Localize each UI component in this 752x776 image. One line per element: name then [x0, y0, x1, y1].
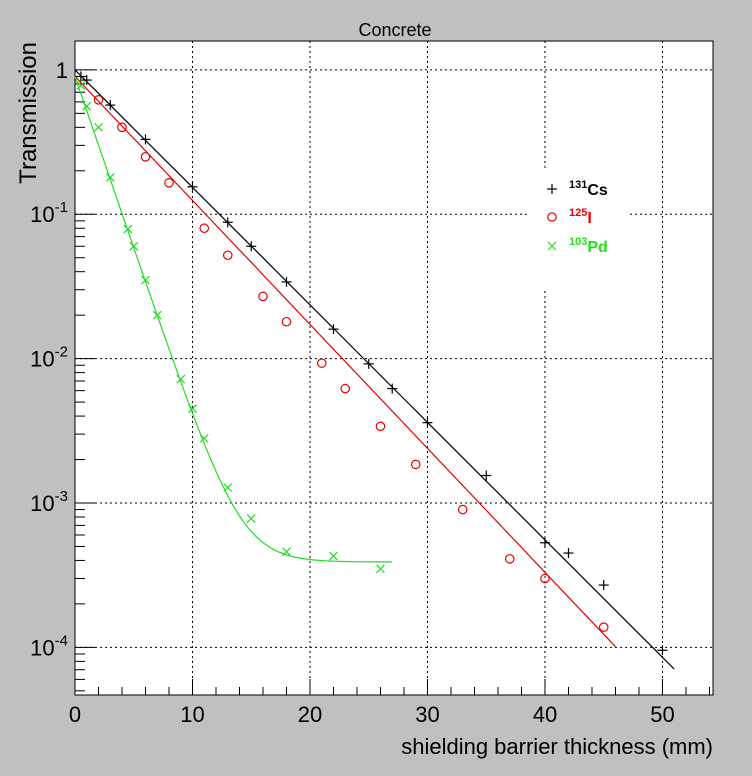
- data-point-cs: [481, 470, 492, 481]
- fit-curve-i: [74, 76, 616, 648]
- data-point-cs: [105, 100, 116, 111]
- data-point-i: [93, 95, 104, 105]
- x-tick-label: 30: [415, 702, 439, 727]
- data-point-pd: [376, 564, 385, 574]
- data-point-cs: [81, 75, 92, 86]
- data-point-cs: [657, 645, 668, 656]
- data-point-i: [340, 383, 351, 394]
- plot-frame: [74, 40, 714, 696]
- legend-marker-i: [547, 212, 557, 222]
- x-tick-label: 20: [298, 702, 322, 727]
- data-point-cs: [598, 580, 609, 591]
- data-point-pd: [246, 514, 256, 523]
- data-point-i: [316, 358, 327, 368]
- data-point-pd: [76, 81, 86, 90]
- legend-label-cs: 131Cs: [569, 179, 608, 199]
- data-point-pd: [123, 224, 133, 234]
- chart-title: Concrete: [358, 20, 431, 40]
- x-tick-label: 10: [180, 702, 204, 727]
- data-point-cs: [563, 548, 574, 559]
- axis-ticks: 0 10 20 30 40 50 1 10-1 10-2 10-3 10-4: [30, 58, 710, 727]
- data-point-pd: [176, 374, 186, 384]
- data-point-i: [258, 291, 268, 302]
- x-tick-label: 50: [650, 702, 674, 727]
- data-point-pd: [329, 551, 338, 561]
- data-point-pd: [82, 101, 92, 111]
- data-point-i: [540, 573, 550, 584]
- data-point-pd: [199, 434, 209, 443]
- data-point-cs: [328, 324, 339, 335]
- y-tick-label: 10-4: [30, 632, 68, 660]
- legend-box: [529, 170, 627, 290]
- data-point-i: [504, 554, 515, 564]
- legend-label-pd: 103Pd: [569, 236, 608, 256]
- data-point-i: [164, 178, 174, 188]
- data-point-cs: [539, 537, 550, 548]
- fit-curve-cs: [74, 69, 675, 670]
- data-point-cs: [281, 276, 292, 287]
- y-tick-label: 10-2: [30, 344, 68, 372]
- y-axis-label: Transmission: [15, 42, 42, 184]
- y-tick-label: 10-3: [30, 488, 68, 516]
- x-tick-label: 40: [533, 702, 557, 727]
- data-point-cs: [140, 134, 151, 145]
- fit-curves: [74, 69, 675, 670]
- data-point-i: [410, 459, 421, 470]
- data-point-pd: [152, 310, 162, 320]
- data-point-pd: [129, 241, 139, 251]
- data-point-pd: [188, 404, 197, 414]
- data-point-i: [199, 223, 210, 234]
- data-point-pd: [105, 172, 115, 182]
- y-tick-label: 10-1: [30, 199, 68, 227]
- data-point-pd: [223, 483, 233, 492]
- data-point-cs: [75, 71, 86, 82]
- data-point-i: [598, 622, 609, 632]
- data-markers: [75, 71, 668, 656]
- legend: 131Cs 125I 103Pd: [529, 170, 627, 290]
- data-point-i: [457, 504, 468, 515]
- data-point-i: [117, 122, 127, 133]
- data-point-pd: [282, 547, 291, 557]
- data-point-pd: [94, 122, 103, 132]
- legend-label-i: 125I: [569, 207, 592, 227]
- fit-curve-pd: [74, 76, 393, 563]
- x-axis-label: shielding barrier thickness (mm): [401, 734, 713, 759]
- y-tick-label: 1: [56, 58, 68, 83]
- data-point-cs: [246, 241, 257, 252]
- data-point-cs: [187, 181, 198, 192]
- data-point-i: [140, 151, 151, 162]
- data-point-i: [222, 250, 233, 261]
- data-point-i: [375, 421, 386, 432]
- data-point-cs: [387, 383, 398, 394]
- data-point-cs: [422, 417, 433, 428]
- data-point-cs: [363, 358, 374, 369]
- data-point-cs: [222, 217, 233, 228]
- legend-marker-pd: [547, 241, 557, 251]
- data-point-i: [281, 316, 292, 327]
- x-tick-label: 0: [69, 702, 81, 727]
- legend-marker-cs: [547, 184, 557, 194]
- data-point-pd: [141, 275, 150, 285]
